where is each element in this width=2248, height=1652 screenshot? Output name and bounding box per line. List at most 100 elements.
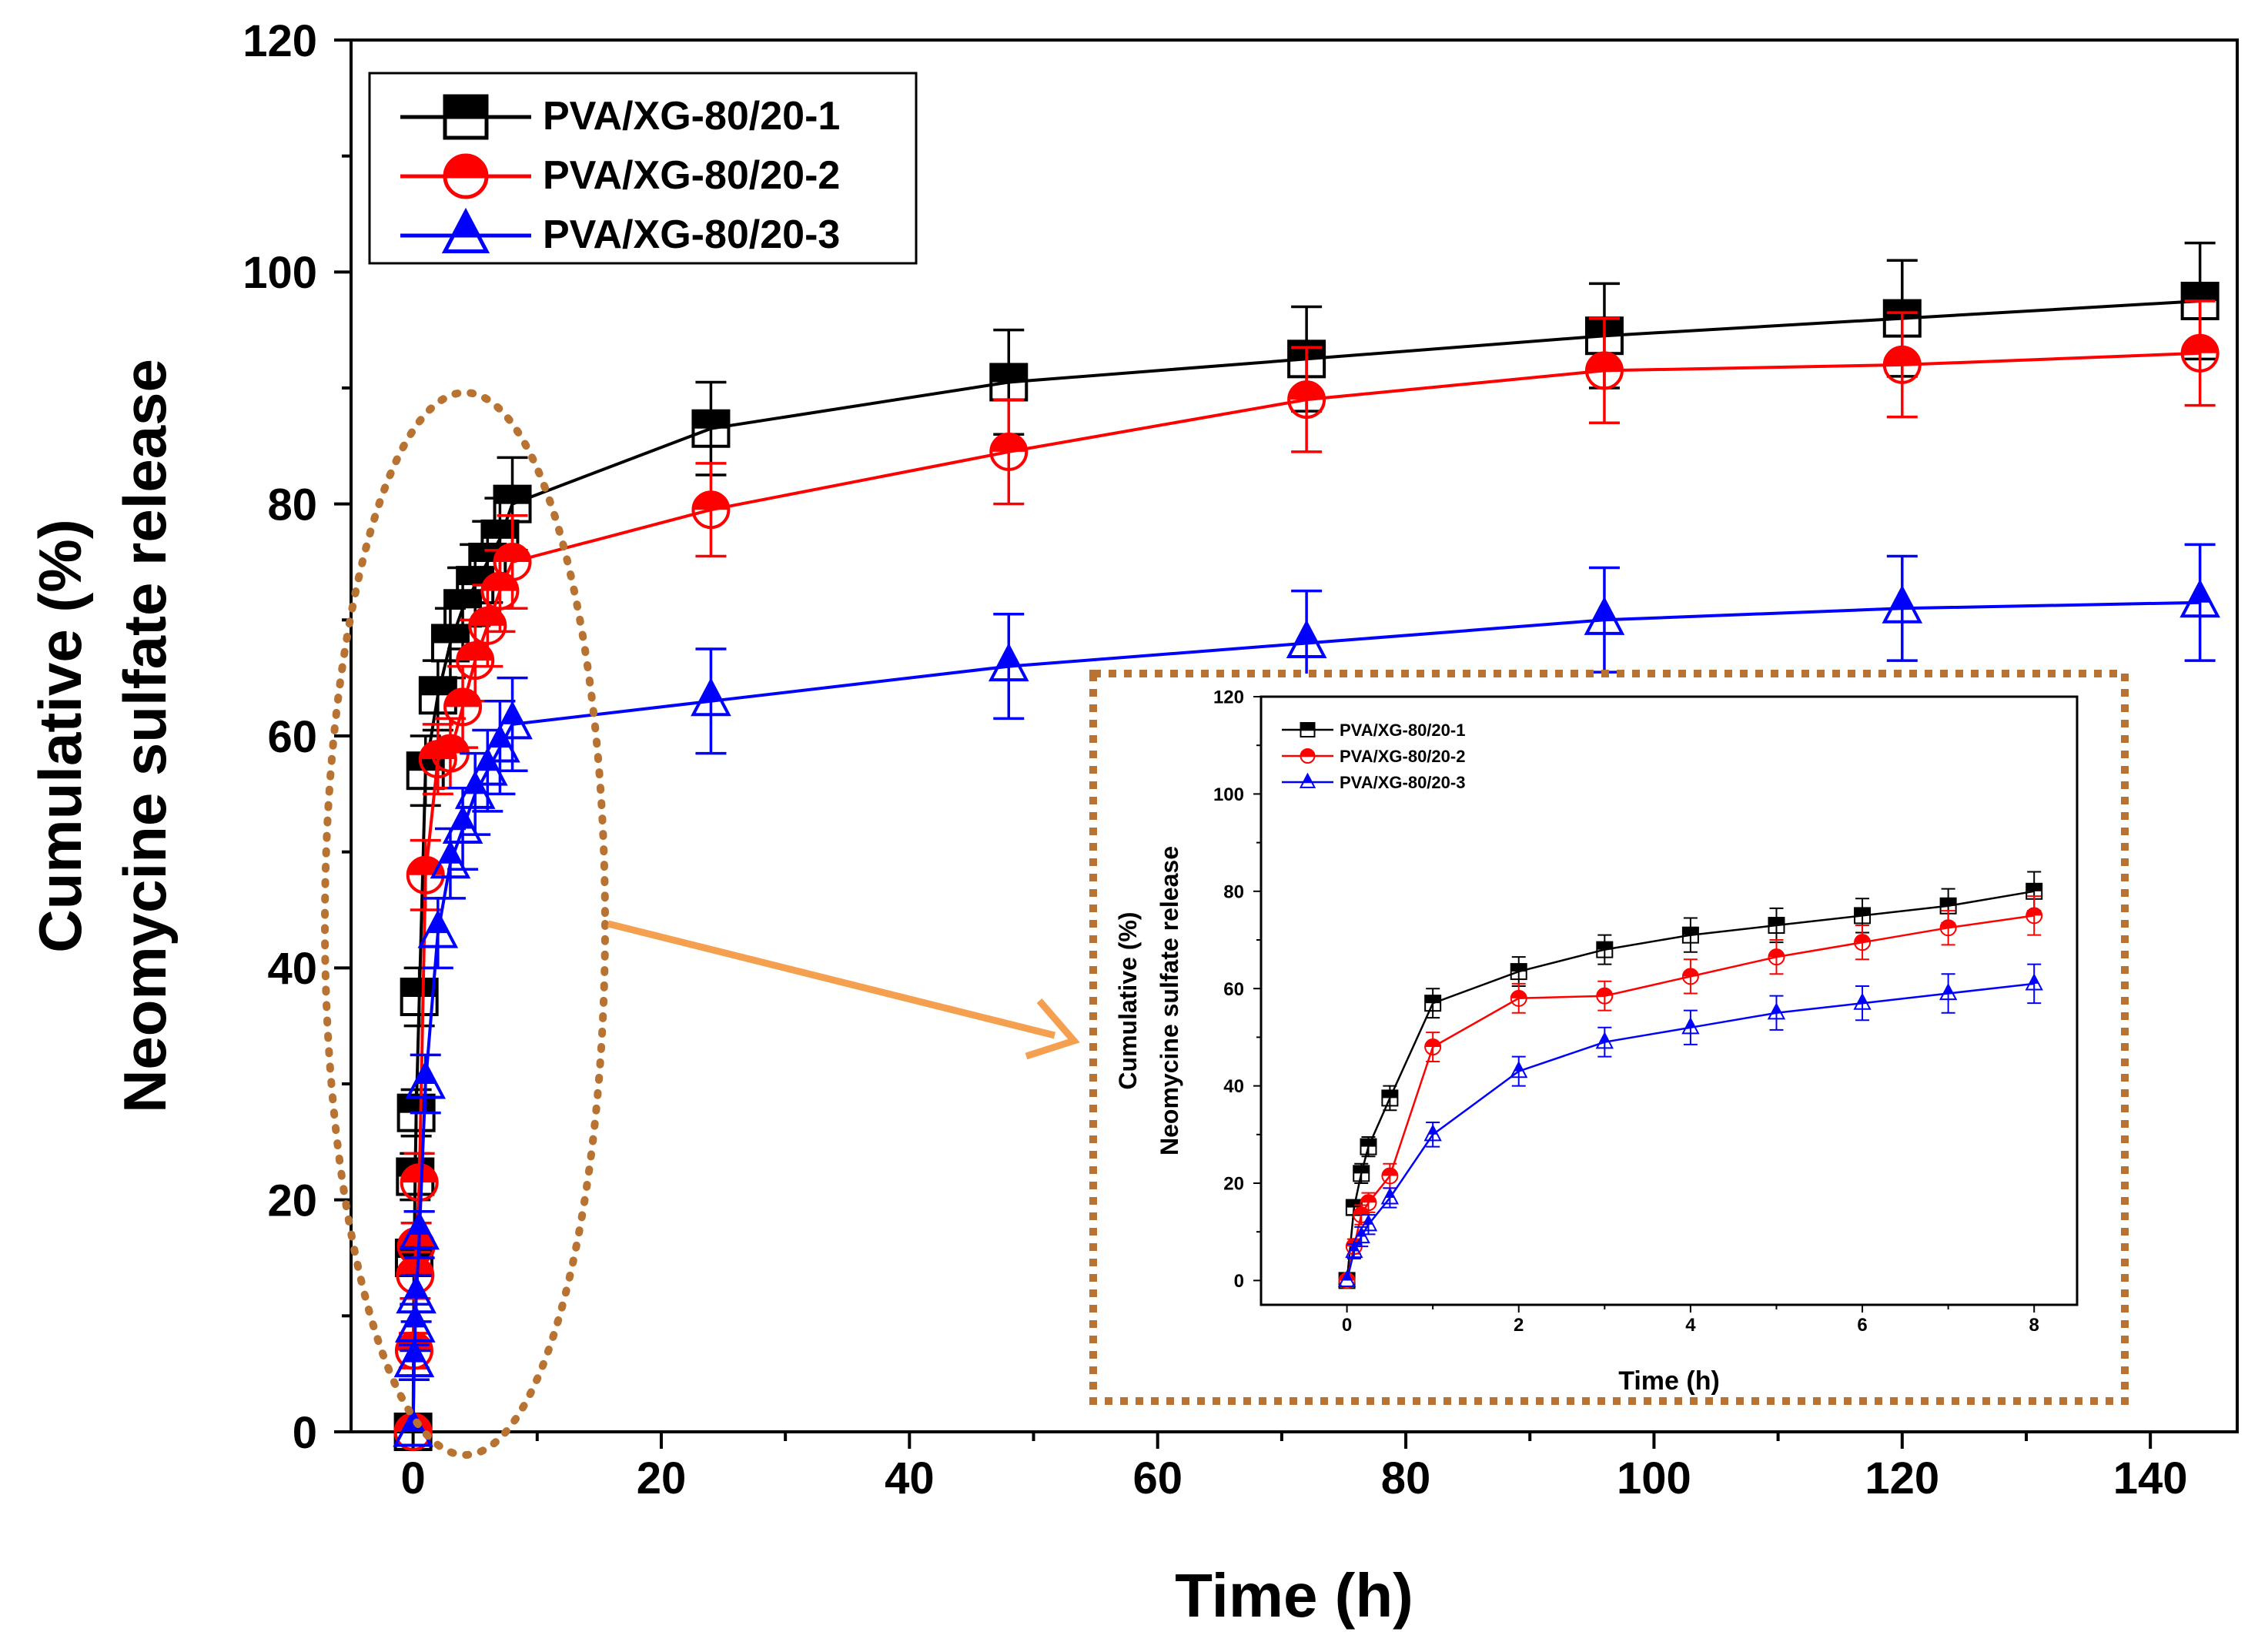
inset-series-0-point-8-fill: [1682, 927, 1698, 935]
inset-series-1-point-4: [1381, 1167, 1399, 1185]
main-series-2-point-6-fill: [427, 912, 449, 934]
main-series-2-point-7-fill: [440, 843, 461, 864]
inset-series-2-point-10-fill: [1858, 994, 1868, 1004]
main-series-2-point-16: [1584, 596, 1625, 635]
main-series-0-point-13-outline: [691, 409, 731, 448]
main-y-axis-title-line1: Cumulative (%): [26, 519, 94, 952]
inset-series-0-point-7: [1596, 941, 1614, 958]
inset-series-0-point-2-outline: [1353, 1165, 1370, 1182]
main-series-1-point-10-fill: [470, 607, 506, 626]
inset-series-2-point-9-fill: [1771, 1004, 1781, 1013]
main-series-2-point-0-outline: [393, 1408, 433, 1447]
main-series-2-point-5: [405, 1060, 447, 1099]
main-x-tick-label-6: 120: [1865, 1453, 1939, 1503]
main-series-0-point-13-fill: [693, 410, 729, 429]
main-x-tick-label-0: 0: [400, 1453, 425, 1503]
inset-y-tick-label-6: 120: [1213, 687, 1244, 708]
main-series-2-point-7-outline: [430, 840, 471, 879]
main-series-2-point-3-fill: [405, 1278, 427, 1299]
main-series-2-point-14-fill: [998, 646, 1020, 667]
main-series-1-point-17: [1882, 345, 1922, 384]
main-series-2-point-17-fill: [1892, 588, 1913, 609]
main-series-1-point-15: [1287, 380, 1326, 420]
main-x-tick-label-3: 60: [1132, 1453, 1183, 1503]
main-series-2-point-17-outline: [1882, 584, 1923, 624]
inset-series-2-point-11-outline: [1939, 982, 1958, 1001]
inset-series-1-point-11: [1939, 919, 1957, 937]
main-y-tick-label-3: 60: [267, 712, 317, 762]
main-series-2-point-2-fill: [404, 1307, 427, 1328]
inset-series-2-point-7-outline: [1595, 1032, 1614, 1049]
inset-series-2-point-9: [1767, 1002, 1786, 1020]
main-series-2-point-14-outline: [988, 643, 1029, 682]
inset-legend-marker-0-outline: [1300, 722, 1316, 737]
main-series-1-point-12-outline: [493, 543, 532, 581]
main-series-0-point-8-fill: [445, 590, 481, 609]
main-x-tick-label-2: 40: [885, 1453, 935, 1503]
inset-series-2-point-3: [1359, 1214, 1378, 1232]
inset-series-2-point-4: [1380, 1187, 1400, 1205]
inset-series-2-point-10: [1853, 992, 1872, 1010]
main-x-tick-label-7: 140: [2113, 1453, 2188, 1503]
inset-series-0-point-3-fill: [1360, 1139, 1377, 1147]
main-series-0-point-7-fill: [432, 625, 468, 644]
inset-series-2-point-0: [1337, 1269, 1356, 1287]
inset-x-tick-label-4: 8: [2029, 1315, 2039, 1336]
inset-series-1-point-5-outline: [1424, 1038, 1442, 1056]
inset-series-0-point-10-fill: [1855, 908, 1871, 916]
inset-series-1-point-6: [1510, 989, 1527, 1007]
inset-series-1-point-9: [1768, 948, 1785, 966]
inset-series-2-point-1: [1345, 1240, 1363, 1259]
main-series-2-point-15: [1286, 619, 1327, 658]
main-series-1-point-14-outline: [989, 432, 1029, 471]
main-series-0-point-11-fill: [482, 520, 518, 539]
main-y-tick-label-5: 100: [243, 248, 317, 298]
inset-series-2-point-6: [1510, 1061, 1528, 1078]
main-series-2-point-8: [442, 805, 483, 844]
main-series-2-point-14: [988, 643, 1029, 682]
main-series-2-point-5-fill: [414, 1063, 437, 1084]
inset-y-tick-label-3: 60: [1223, 979, 1244, 1000]
main-legend-marker-1-outline: [443, 153, 489, 199]
main-series-2-point-13: [691, 677, 731, 717]
inset-series-2-point-11: [1939, 982, 1958, 1001]
main-series-1-point-15-fill: [1289, 382, 1325, 400]
main-series-2-point-18: [2179, 579, 2220, 618]
main-series-2-point-10-outline: [467, 747, 508, 786]
inset-legend-marker-1-outline: [1300, 748, 1316, 764]
inset-series-0-point-9: [1768, 917, 1785, 935]
inset-series-0-point-5-outline: [1424, 995, 1442, 1012]
inset-series-2-point-7-fill: [1600, 1033, 1610, 1042]
inset-series-1-point-6-fill: [1510, 990, 1527, 998]
inset-series-1-point-10-fill: [1855, 935, 1871, 943]
inset-series-0-point-4-fill: [1382, 1090, 1398, 1099]
main-series-1-point-9-fill: [457, 643, 493, 661]
main-series-2-point-6: [417, 909, 459, 948]
main-series-2-point-7: [430, 840, 471, 879]
main-x-tick-label-5: 100: [1617, 1453, 1691, 1503]
inset-legend-marker-1: [1300, 748, 1316, 764]
main-series-2-point-4-outline: [399, 1211, 440, 1250]
inset-series-0-point-1-fill: [1346, 1199, 1362, 1208]
inset-series-2-point-6-fill: [1514, 1062, 1524, 1072]
inset-legend-marker-0-fill: [1300, 723, 1315, 730]
main-y-tick-label-6: 120: [243, 16, 317, 66]
inset-series-1-point-12-fill: [2026, 908, 2042, 916]
main-x-tick-label-4: 80: [1381, 1453, 1431, 1503]
zoom-arrow: [607, 920, 1080, 1060]
main-series-2-point-1-outline: [393, 1339, 435, 1378]
zoom-ellipse: [321, 389, 609, 1459]
inset-series-0-point-6: [1510, 963, 1527, 981]
inset-legend: PVA/XG-80/20-1 PVA/XG-80/20-2 PVA/XG-80/…: [1282, 721, 1465, 792]
main-series-0-point-4-fill: [401, 979, 437, 997]
inset-legend-items: [1282, 722, 1333, 788]
main-series-1-point-16-outline: [1584, 351, 1624, 390]
inset-series-1-point-12: [2026, 907, 2043, 925]
main-series-2-point-9-outline: [454, 770, 496, 809]
inset-series-1-point-3-fill: [1360, 1195, 1377, 1203]
inset-series-2-point-12-fill: [2029, 975, 2039, 984]
inset-legend-label-3: PVA/XG-80/20-3: [1340, 773, 1465, 792]
inset-series-2-point-4-outline: [1380, 1187, 1400, 1205]
main-y-axis-title-line2: Neomycine sulfate release: [111, 359, 179, 1113]
inset-series-layer: [1337, 871, 2043, 1289]
